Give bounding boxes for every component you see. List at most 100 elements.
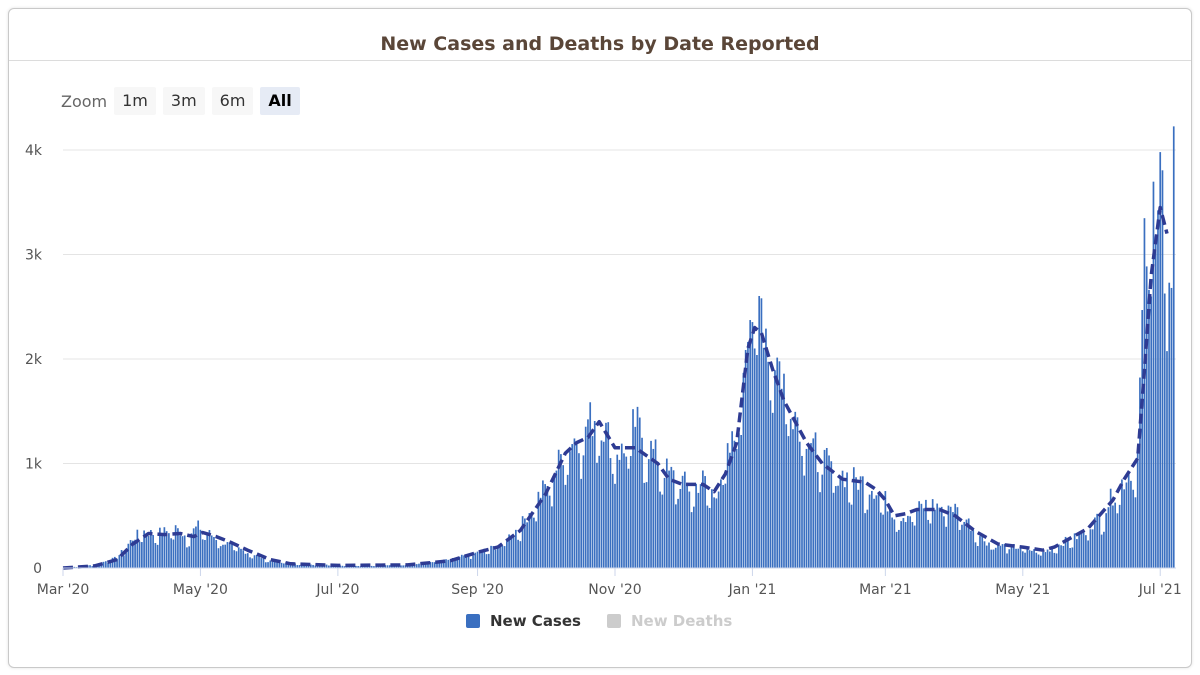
bar <box>837 485 839 568</box>
bar <box>375 566 378 568</box>
bar <box>1082 531 1085 568</box>
bar <box>1060 545 1062 568</box>
bar <box>138 541 141 568</box>
bar <box>415 564 418 568</box>
bar <box>224 544 227 568</box>
bar <box>154 543 157 568</box>
bar <box>830 461 833 568</box>
bar <box>922 508 925 568</box>
bar <box>73 566 76 568</box>
bar <box>91 566 94 568</box>
bar <box>1046 549 1049 568</box>
bar <box>958 529 961 568</box>
bar <box>661 494 664 568</box>
bar <box>1026 547 1029 568</box>
bar <box>647 459 650 568</box>
bar <box>325 564 328 568</box>
bar <box>814 432 817 568</box>
bar <box>463 555 465 568</box>
bar <box>798 441 801 568</box>
bar <box>219 546 222 568</box>
bar <box>961 524 963 568</box>
bar <box>985 545 988 568</box>
bar <box>143 530 145 568</box>
bar <box>970 530 972 568</box>
y-tick-label: 1k <box>25 457 43 473</box>
bar <box>195 526 197 568</box>
title-divider <box>9 60 1191 61</box>
grid-lines <box>63 149 1176 464</box>
bar <box>609 458 612 568</box>
bar <box>1096 513 1098 568</box>
bar <box>1150 296 1153 568</box>
bar <box>330 566 332 568</box>
bar <box>445 559 447 568</box>
bar <box>900 521 902 568</box>
bar <box>949 506 952 568</box>
zoom-3m-button[interactable]: 3m <box>162 87 205 115</box>
bar <box>916 509 918 568</box>
bar <box>467 554 470 568</box>
bar <box>1048 551 1051 568</box>
bar <box>386 565 389 568</box>
bar <box>1006 553 1008 568</box>
bar <box>564 484 567 568</box>
bar <box>596 462 598 568</box>
bar <box>199 529 202 568</box>
bar <box>309 564 312 568</box>
bar <box>715 498 718 568</box>
bar <box>762 347 765 568</box>
bar <box>233 550 236 568</box>
bar <box>713 497 715 568</box>
bar <box>711 489 713 568</box>
bar <box>575 444 578 568</box>
bar <box>481 549 483 568</box>
legend-item-new-deaths[interactable]: New Deaths <box>606 612 732 630</box>
bar <box>681 475 684 568</box>
bar <box>812 438 815 568</box>
zoom-all-button[interactable]: All <box>260 87 300 115</box>
bar <box>469 558 472 568</box>
bar <box>828 455 830 568</box>
bar <box>510 537 513 568</box>
bar <box>580 478 583 568</box>
bar <box>693 506 695 568</box>
bar <box>1170 287 1173 568</box>
bar <box>1136 450 1139 568</box>
zoom-6m-button[interactable]: 6m <box>211 87 254 115</box>
bar <box>255 554 258 568</box>
bar <box>246 553 249 568</box>
bar <box>287 563 290 568</box>
bar <box>731 431 733 568</box>
zoom-1m-button[interactable]: 1m <box>114 87 156 115</box>
bar <box>645 482 648 568</box>
bar <box>1064 536 1067 568</box>
bar <box>433 562 436 568</box>
bar <box>747 341 749 568</box>
bar <box>868 494 871 568</box>
bar <box>1008 549 1011 568</box>
bar <box>877 492 880 568</box>
bar <box>1069 548 1071 568</box>
bar <box>934 509 936 568</box>
bar <box>893 519 896 568</box>
bar <box>102 561 105 568</box>
bar <box>600 440 603 568</box>
bar <box>898 529 900 568</box>
bar <box>186 547 188 568</box>
bar <box>656 465 659 568</box>
bar <box>981 535 984 568</box>
bar <box>796 417 799 568</box>
bar <box>954 503 957 568</box>
bar <box>206 532 209 568</box>
bar <box>778 361 781 568</box>
bar <box>920 503 923 568</box>
bar <box>720 479 722 568</box>
bar <box>578 453 580 568</box>
legend-item-new-cases[interactable]: New Cases <box>466 612 581 630</box>
bar <box>643 482 646 568</box>
bar <box>602 441 605 568</box>
x-tick-label: Sep '20 <box>451 582 504 598</box>
bar <box>1001 544 1004 568</box>
bar <box>927 519 930 568</box>
